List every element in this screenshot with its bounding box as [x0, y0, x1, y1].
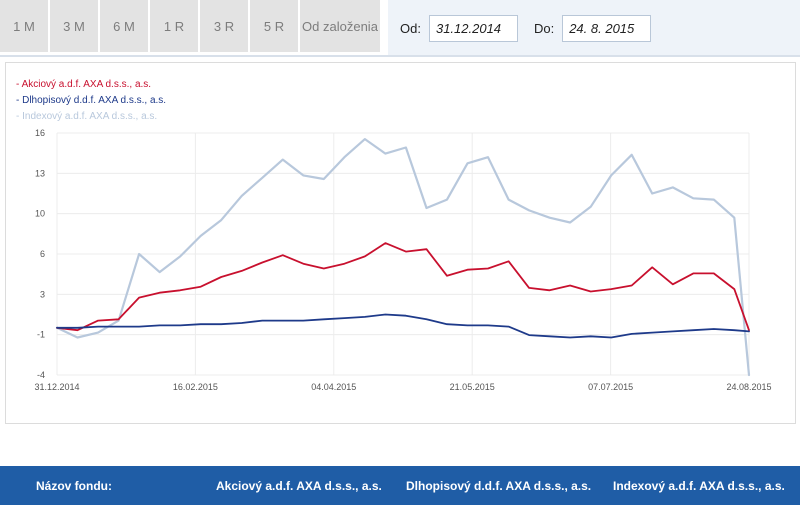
legend-dash: -	[16, 111, 23, 122]
series-line-1	[56, 313, 750, 339]
grid	[56, 132, 750, 376]
y-tick-label: 10	[35, 209, 45, 219]
legend-label-indexovy: Indexový a.d.f. AXA d.s.s., a.s.	[22, 111, 158, 122]
series-line-0	[56, 242, 750, 332]
header-dlhopisovy: Dlhopisový d.d.f. AXA d.s.s., a.s.	[406, 479, 592, 493]
tab-od-zalozenia[interactable]: Od založenia	[300, 0, 380, 52]
x-tick-label: 07.07.2015	[588, 382, 633, 392]
x-tick-label: 21.05.2015	[450, 382, 495, 392]
to-label: Do:	[533, 21, 555, 36]
x-tick-label: 24.08.2015	[726, 382, 771, 392]
y-tick-label: -1	[37, 330, 45, 340]
x-tick-label: 31.12.2014	[34, 382, 79, 392]
legend-label-dlhopisovy: Dlhopisový d.d.f. AXA d.s.s., a.s.	[22, 95, 167, 106]
date-range: Od: 31.12.2014 Do: 24. 8. 2015	[388, 0, 800, 57]
header-indexovy: Indexový a.d.f. AXA d.s.s., a.s.	[613, 479, 785, 493]
tab-1m[interactable]: 1 M	[0, 0, 48, 52]
series-line-2	[55, 138, 751, 377]
y-tick-label: -4	[37, 370, 45, 380]
legend-dash: -	[16, 79, 22, 90]
from-label: Od:	[400, 21, 421, 36]
y-tick-label: 13	[35, 168, 45, 178]
to-date-input[interactable]: 24. 8. 2015	[562, 15, 652, 42]
period-tabs: 1 M 3 M 6 M 1 R 3 R 5 R Od založenia	[0, 0, 382, 57]
tab-6m[interactable]: 6 M	[100, 0, 148, 52]
x-tick-label: 16.02.2015	[173, 382, 218, 392]
x-tick-label: 04.04.2015	[311, 382, 356, 392]
y-tick-label: 16	[35, 128, 45, 138]
chart-panel: - Akciový a.d.f. AXA d.s.s., a.s. - Dlho…	[5, 62, 796, 424]
top-divider	[0, 55, 800, 57]
legend-item-dlhopisovy[interactable]: - Dlhopisový d.d.f. AXA d.s.s., a.s.	[16, 93, 166, 109]
tab-3m[interactable]: 3 M	[50, 0, 98, 52]
legend-dash: -	[16, 95, 23, 106]
header-akciovy: Akciový a.d.f. AXA d.s.s., a.s.	[216, 479, 382, 493]
legend-label-akciovy: Akciový a.d.f. AXA d.s.s., a.s.	[21, 79, 152, 90]
line-chart: 16 13 10 6 3 -1 -4 31.12.2014 16.02.2015 04.04.2…	[34, 128, 771, 392]
tab-5r[interactable]: 5 R	[250, 0, 298, 52]
tab-1r[interactable]: 1 R	[150, 0, 198, 52]
from-date-input[interactable]: 31.12.2014	[428, 15, 518, 42]
y-axis-ticks: 16 13 10 6 3 -1 -4	[35, 128, 45, 380]
chart-legend: - Akciový a.d.f. AXA d.s.s., a.s. - Dlho…	[16, 77, 166, 125]
fund-table-header: Názov fondu: Akciový a.d.f. AXA d.s.s., …	[0, 466, 800, 505]
header-fund-name: Názov fondu:	[36, 479, 112, 493]
legend-item-akciovy[interactable]: - Akciový a.d.f. AXA d.s.s., a.s.	[16, 77, 166, 93]
tab-3r[interactable]: 3 R	[200, 0, 248, 52]
x-axis-ticks: 31.12.2014 16.02.2015 04.04.2015 21.05.2015…	[34, 382, 771, 392]
y-tick-label: 3	[40, 289, 45, 299]
series	[55, 138, 751, 377]
y-tick-label: 6	[40, 249, 45, 259]
legend-item-indexovy[interactable]: - Indexový a.d.f. AXA d.s.s., a.s.	[16, 109, 166, 125]
